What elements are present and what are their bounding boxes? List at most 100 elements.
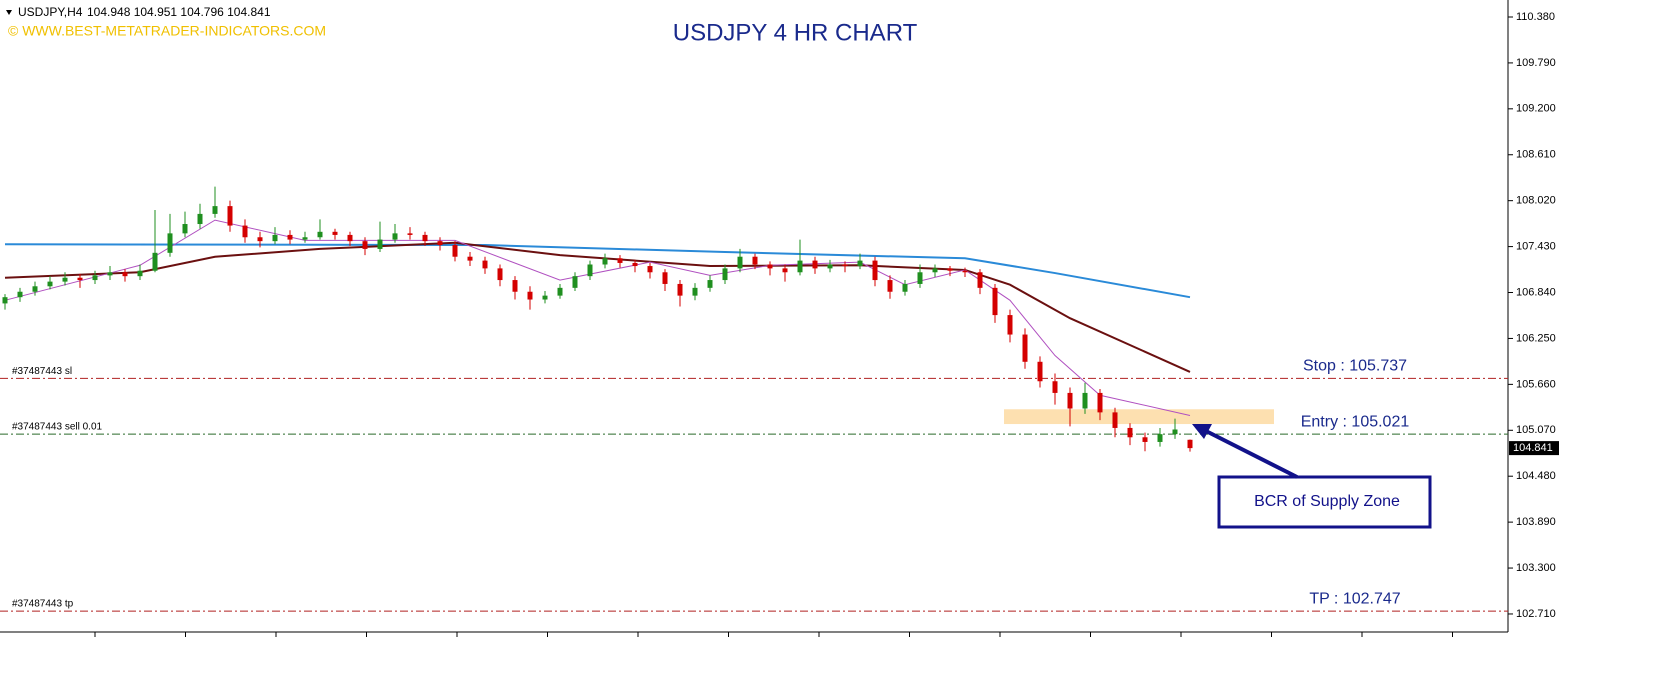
- candle-body: [1037, 361, 1043, 382]
- current-price-label: 104.841: [1513, 442, 1553, 454]
- price-tick-label: 109.200: [1516, 103, 1556, 115]
- annotation-arrow: [1201, 427, 1298, 479]
- candle-body: [257, 237, 263, 242]
- candle-body: [197, 213, 203, 225]
- annotation-box: [1217, 475, 1432, 529]
- chart-title: USDJPY 4 HR CHART: [673, 19, 918, 46]
- candle-body: [2, 297, 8, 304]
- candle-body: [842, 264, 848, 267]
- candle-body: [662, 272, 668, 284]
- candle-body: [587, 264, 593, 277]
- candle-body: [752, 256, 758, 265]
- candle-body: [182, 224, 188, 234]
- candle-body: [812, 260, 818, 269]
- candle-body: [167, 233, 173, 253]
- candle-body: [287, 234, 293, 240]
- candle-body: [602, 258, 608, 265]
- candle-body: [1172, 429, 1178, 435]
- price-tick-label: 103.890: [1516, 516, 1556, 528]
- order-note: Entry : 105.021: [1301, 413, 1410, 430]
- candle-body: [827, 264, 833, 269]
- candle-body: [137, 270, 143, 277]
- order-label: #37487443 sell 0.01: [12, 422, 103, 433]
- candle-body: [1022, 334, 1028, 362]
- candle-body: [572, 276, 578, 288]
- candle-body: [1157, 434, 1163, 442]
- candle-body: [332, 231, 338, 235]
- candle-body: [632, 262, 638, 267]
- order-note: TP : 102.747: [1309, 590, 1400, 607]
- price-tick-label: 105.660: [1516, 378, 1556, 390]
- candle-body: [992, 287, 998, 316]
- candle-body: [707, 280, 713, 288]
- candle-body: [782, 268, 788, 273]
- candle-body: [122, 272, 128, 277]
- candle-body: [527, 291, 533, 300]
- candle-body: [1112, 412, 1118, 428]
- candle-body: [977, 272, 983, 288]
- candle-body: [887, 280, 893, 292]
- price-tick-label: 106.840: [1516, 286, 1556, 298]
- price-tick-label: 102.710: [1516, 608, 1556, 620]
- candle-body: [152, 252, 158, 271]
- candle-body: [227, 206, 233, 226]
- candle-body: [407, 233, 413, 235]
- candle-body: [1067, 392, 1073, 409]
- watermark: © WWW.BEST-METATRADER-INDICATORS.COM: [8, 23, 326, 39]
- candle-body: [377, 239, 383, 249]
- candle-body: [647, 266, 653, 273]
- candle-body: [767, 264, 773, 269]
- candle-body: [212, 206, 218, 214]
- candle-body: [857, 260, 863, 267]
- ohlc: 104.948 104.951 104.796 104.841: [87, 5, 271, 19]
- candle-body: [452, 245, 458, 257]
- order-note: Stop : 105.737: [1303, 358, 1407, 375]
- price-tick-label: 107.430: [1516, 241, 1556, 253]
- candle-body: [1127, 427, 1133, 438]
- annotation-text: BCR of Supply Zone: [1254, 493, 1400, 510]
- supply-zone: [1004, 409, 1274, 425]
- candle-body: [1052, 381, 1058, 393]
- candle-body: [497, 268, 503, 281]
- candle-body: [617, 258, 623, 263]
- candle-body: [917, 272, 923, 284]
- price-tick-label: 108.610: [1516, 149, 1556, 161]
- price-tick-label: 109.790: [1516, 57, 1556, 69]
- candle-body: [92, 275, 98, 281]
- candle-body: [1097, 392, 1103, 413]
- candle-body: [677, 283, 683, 296]
- candle-body: [1142, 437, 1148, 442]
- price-tick-label: 103.300: [1516, 562, 1556, 574]
- dropdown-icon: [6, 10, 12, 15]
- candle-body: [62, 277, 68, 282]
- candle-body: [797, 260, 803, 273]
- candle-body: [437, 241, 443, 246]
- candle-body: [872, 260, 878, 281]
- price-tick-label: 108.020: [1516, 195, 1556, 207]
- candle-body: [422, 234, 428, 242]
- candle-body: [962, 270, 968, 273]
- candle-body: [392, 233, 398, 240]
- candle-body: [362, 241, 368, 249]
- candle-body: [17, 291, 23, 298]
- candle-body: [902, 283, 908, 292]
- candle-body: [482, 260, 488, 269]
- candle-body: [107, 272, 113, 276]
- price-tick-label: 104.480: [1516, 470, 1556, 482]
- candle-body: [947, 268, 953, 271]
- price-tick-label: 110.380: [1516, 11, 1555, 23]
- candle-body: [737, 256, 743, 269]
- symbol: USDJPY,H4: [18, 5, 83, 19]
- candle-body: [722, 268, 728, 281]
- candle-body: [932, 268, 938, 273]
- current-price-box: [1509, 441, 1559, 456]
- time-ticks: [94, 632, 1453, 637]
- candle-body: [302, 237, 308, 240]
- candle-body: [1082, 392, 1088, 409]
- arrow-head: [1192, 424, 1212, 439]
- candle-body: [1187, 439, 1193, 449]
- candle-body: [317, 231, 323, 238]
- order-label: #37487443 tp: [12, 599, 74, 610]
